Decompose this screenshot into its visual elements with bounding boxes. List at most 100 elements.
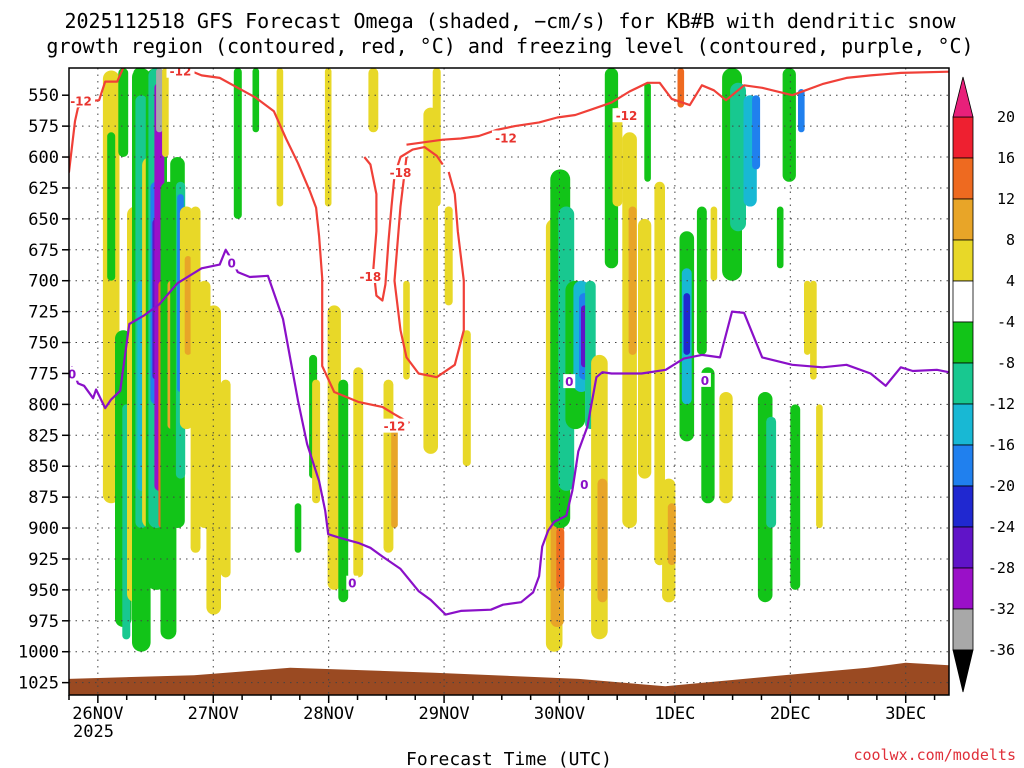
colorbar-label: 20 [997, 108, 1015, 126]
y-tick-label: 625 [28, 179, 59, 199]
y-tick-label: 550 [28, 86, 59, 106]
contour-minus12-upper-right [406, 70, 949, 146]
colorbar-label: -12 [988, 395, 1015, 413]
colorbar-label: 4 [1006, 272, 1015, 290]
x-tick-label: 2DEC [770, 704, 811, 724]
omega-cell [696, 206, 707, 355]
contour-layer [69, 68, 949, 616]
colorbar-label: 8 [1006, 231, 1015, 249]
contour-label-bg [69, 93, 96, 108]
colorbar-label: 12 [997, 190, 1015, 208]
omega-cell [701, 367, 715, 504]
x-tick-label: 28NOV [303, 704, 354, 724]
contour-label: 0 [228, 256, 236, 270]
y-tick-label: 800 [28, 395, 59, 415]
colorbar-under-arrow [952, 649, 974, 693]
contour-label-bg [166, 68, 195, 78]
omega-cell [327, 305, 341, 590]
plot-frame [68, 67, 950, 696]
colorbar-bin [952, 485, 974, 528]
omega-cell [338, 379, 349, 603]
y-tick-label: 750 [28, 334, 59, 354]
x-tick-label: 26NOV [72, 704, 123, 724]
chart-title-line-2: growth region (contoured, red, °C) and f… [46, 34, 973, 58]
contour-label: -12 [70, 94, 92, 108]
contour-label: -18 [360, 270, 382, 284]
colorbar-legend: 20 16 12 8 4 -4 -8 -12 -16 -20 -24 -28 -32 -36 [952, 76, 1015, 693]
omega-cell [403, 280, 410, 380]
omega-cell [677, 68, 685, 108]
omega-cell [683, 293, 691, 355]
y-tick-label: 900 [28, 519, 59, 539]
y-tick-label: 650 [28, 210, 59, 230]
colorbar-over-arrow [952, 76, 974, 118]
contour-label-bg [225, 255, 238, 270]
colorbar-bin [952, 280, 974, 323]
y-tick-label: 575 [28, 117, 59, 137]
y-axis: 550 575 600 625 650 675 700 725 750 775 800 825 850 8… [18, 86, 69, 694]
omega-cell [162, 68, 169, 157]
colorbar-bin [952, 403, 974, 446]
contour-label-bg [491, 130, 520, 145]
contour-label-bg [346, 575, 359, 590]
terrain-layer [69, 662, 949, 695]
credit-text: coolwx.com/modelts [853, 746, 1016, 764]
y-tick-label: 1000 [18, 643, 59, 663]
x-axis: 26NOV 27NOV 28NOV 29NOV 30NOV 1DEC 2DEC 3DEC [68, 695, 936, 724]
omega-cell [654, 181, 665, 566]
contour-label: -12 [384, 420, 406, 434]
omega-cell [556, 528, 565, 590]
contour-label: -12 [495, 131, 517, 145]
omega-cell [220, 379, 231, 578]
omega-cell [612, 107, 623, 207]
y-tick-label: 875 [28, 488, 59, 508]
y-tick-label: 850 [28, 457, 59, 477]
omega-cell [710, 206, 718, 281]
omega-cell [766, 416, 777, 528]
x-axis-year-label: 2025 [73, 722, 114, 742]
colorbar-bin [952, 567, 974, 610]
x-tick-label: 29NOV [418, 704, 469, 724]
y-tick-label: 1025 [18, 674, 59, 694]
contour-label: -12 [170, 65, 192, 79]
y-tick-label: 775 [28, 364, 59, 384]
y-tick-label: 600 [28, 148, 59, 168]
colorbar-label: -36 [988, 641, 1015, 659]
colorbar-label: -24 [988, 518, 1015, 536]
contour-labels: -12 -12 -18 -18 -12 -12 -12 0 0 0 0 0 0 [68, 65, 711, 591]
plot-area: -12 -12 -18 -18 -12 -12 -12 0 0 0 0 0 0 [68, 65, 949, 695]
contour-label-bg [578, 476, 591, 491]
omega-cell [118, 68, 129, 157]
colorbar-bin [952, 116, 974, 159]
colorbar-bin [952, 526, 974, 569]
contour-label-bg [356, 269, 385, 283]
omega-cell [252, 68, 260, 133]
contour-label: 0 [68, 368, 76, 382]
x-tick-label: 1DEC [654, 704, 695, 724]
x-tick-label: 30NOV [534, 704, 585, 724]
y-tick-label: 725 [28, 303, 59, 323]
omega-cell [667, 503, 676, 566]
omega-cell [597, 478, 608, 603]
y-tick-label: 950 [28, 581, 59, 601]
colorbar-label: -20 [988, 477, 1015, 495]
omega-cell [752, 95, 761, 170]
omega-cell [324, 68, 332, 207]
omega-cell [391, 429, 398, 528]
y-tick-label: 700 [28, 272, 59, 292]
omega-cell [782, 68, 796, 182]
y-tick-label: 925 [28, 550, 59, 570]
contour-minus18-b [393, 156, 465, 379]
x-tick-label: 3DEC [885, 704, 926, 724]
omega-cell [353, 367, 364, 578]
contour-label: -18 [390, 166, 412, 180]
contour-label: -12 [616, 109, 638, 123]
colorbar-bin [952, 157, 974, 200]
x-tick-label: 27NOV [188, 704, 239, 724]
omega-cell [107, 132, 116, 281]
omega-cell [810, 280, 817, 380]
omega-cell [719, 392, 733, 504]
contour-label-bg [612, 108, 641, 123]
contour-label-bg [698, 372, 711, 387]
